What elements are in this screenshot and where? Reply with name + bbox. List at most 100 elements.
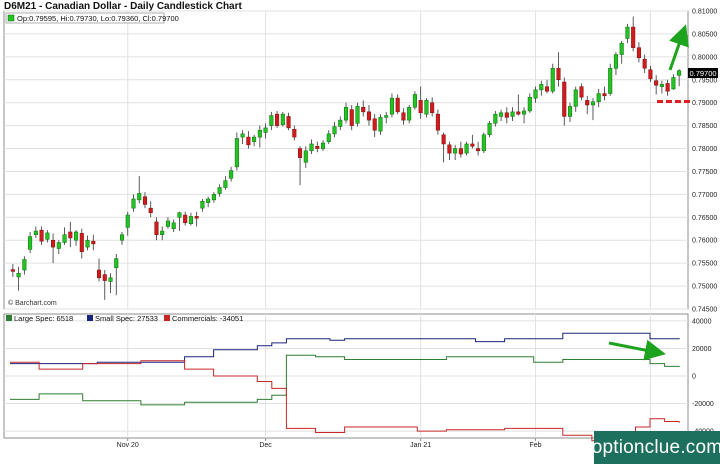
candle xyxy=(499,109,504,122)
candle-body-down xyxy=(430,102,435,114)
legend-small-spec: Small Spec: 27533 xyxy=(95,314,158,323)
candle-body-down xyxy=(51,239,56,248)
candle xyxy=(131,194,136,212)
candle-body-up xyxy=(74,231,79,241)
price-tick-label: 0.78000 xyxy=(692,146,717,153)
ohlc-label: Op:0.79595, Hi:0.79730, Lo:0.79360, Cl:0… xyxy=(17,14,179,23)
candle-body-up xyxy=(481,134,486,152)
price-tick-label: 0.79500 xyxy=(692,77,717,84)
candle-body-up xyxy=(625,26,630,39)
candle xyxy=(602,86,607,101)
candle-body-down xyxy=(418,100,423,114)
price-y-axis: 0.74500 0.75000 0.75500 0.76000 0.76500 0.770… xyxy=(692,9,717,314)
candle xyxy=(625,23,630,44)
candle xyxy=(252,134,257,147)
candle xyxy=(642,54,647,73)
candle-body-up xyxy=(677,70,682,76)
candle-body-up xyxy=(332,126,337,135)
candle-body-down xyxy=(183,214,188,224)
candle-body-up xyxy=(252,136,257,142)
candle-body-down xyxy=(648,69,653,80)
candle xyxy=(361,100,366,117)
candle xyxy=(62,227,67,245)
candle xyxy=(453,144,458,160)
candle-body-down xyxy=(79,233,84,252)
price-annotations xyxy=(657,24,690,103)
candle-body-up xyxy=(510,111,515,117)
source-credit: © Barchart.com xyxy=(8,299,57,307)
candle-body-down xyxy=(579,86,584,98)
candle-body-down xyxy=(476,148,481,152)
candle xyxy=(332,121,337,138)
candle xyxy=(677,69,682,87)
candle-body-up xyxy=(211,194,216,201)
candle xyxy=(665,79,670,96)
candle-body-up xyxy=(343,107,349,121)
price-panel-frame xyxy=(3,10,689,310)
small-spec-swatch-icon xyxy=(87,315,93,321)
candle xyxy=(608,63,613,96)
candle-body-down xyxy=(401,112,406,121)
candlestick-series xyxy=(10,16,682,300)
candle xyxy=(556,52,561,87)
candle xyxy=(590,98,596,121)
candle-body-down xyxy=(556,68,561,81)
candle-body-down xyxy=(298,148,303,158)
candle-body-up xyxy=(608,68,613,94)
candle xyxy=(246,131,251,149)
candle xyxy=(395,94,400,115)
candle xyxy=(303,146,308,168)
candle xyxy=(619,40,624,64)
price-tick-label: 0.80000 xyxy=(692,54,717,61)
candle-body-down xyxy=(636,47,641,59)
price-tick-label: 0.78500 xyxy=(692,123,717,130)
candle-body-up xyxy=(522,110,527,115)
ohlc-up-marker-icon xyxy=(7,14,15,22)
candle xyxy=(579,83,584,101)
x-tick-label: Feb xyxy=(530,442,542,449)
candle xyxy=(596,88,601,108)
candle xyxy=(355,102,360,127)
candle xyxy=(56,240,61,254)
candle xyxy=(349,104,354,131)
candle-body-down xyxy=(142,196,148,205)
candle-body-down xyxy=(366,111,372,121)
candle-body-up xyxy=(550,68,555,92)
candle-body-up xyxy=(389,97,394,115)
candle-body-up xyxy=(464,143,469,154)
candle-body-up xyxy=(424,100,429,115)
candle xyxy=(458,141,463,158)
candle-body-down xyxy=(372,118,377,131)
candle xyxy=(481,132,486,154)
candle xyxy=(343,102,349,124)
candle xyxy=(567,102,573,122)
candle-body-up xyxy=(613,54,618,69)
candle-body-up xyxy=(165,220,170,227)
candle-body-up xyxy=(240,133,245,138)
candle-body-down xyxy=(148,207,153,213)
candle-body-up xyxy=(108,277,113,282)
candle-body-up xyxy=(257,129,262,138)
candle xyxy=(217,184,222,197)
candle-body-down xyxy=(194,216,199,219)
candle-body-up xyxy=(137,193,142,201)
candle xyxy=(286,112,291,131)
cot-tick-label: 0 xyxy=(692,374,696,381)
price-grid xyxy=(4,10,688,310)
candle-body-up xyxy=(160,230,165,235)
x-tick-label: Nov 20 xyxy=(117,442,139,449)
candle-body-down xyxy=(665,83,670,92)
cot-lines xyxy=(10,332,680,442)
price-tick-label: 0.75500 xyxy=(692,261,717,268)
candle-body-up xyxy=(229,170,234,179)
candle xyxy=(194,211,199,227)
candle xyxy=(102,270,107,300)
candle xyxy=(516,94,521,116)
candle-body-down xyxy=(447,144,452,154)
candle xyxy=(28,231,33,254)
candle-body-down xyxy=(96,269,102,279)
candle xyxy=(114,253,119,296)
ohlc-box: Op:0.79595, Hi:0.79730, Lo:0.79360, Cl:0… xyxy=(5,12,179,24)
candle-body-up xyxy=(45,232,50,240)
